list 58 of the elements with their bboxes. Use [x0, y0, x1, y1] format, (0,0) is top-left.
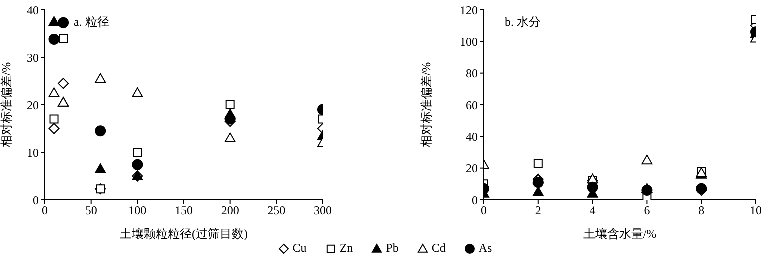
point: [534, 159, 543, 168]
point: [532, 186, 544, 196]
y-tick-label: 20: [27, 98, 39, 112]
x-tick-label: 0: [42, 204, 48, 218]
point: [95, 126, 106, 137]
x-axis-title: 土壤含水量/%: [583, 227, 657, 241]
y-tick-label: 0: [33, 193, 39, 208]
y-tick-label: 10: [27, 146, 39, 160]
x-tick-label: 2: [535, 204, 542, 218]
x-tick-label: 10: [750, 204, 762, 218]
point: [532, 177, 544, 188]
point: [132, 88, 144, 98]
x-tick-label: 8: [698, 204, 705, 218]
x-tick-label: 4: [590, 204, 596, 218]
legend-label: Cd: [432, 241, 446, 256]
legend-label: As: [478, 241, 492, 256]
y-tick-label: 120: [460, 3, 478, 18]
legend-label: Pb: [386, 241, 399, 256]
x-tick-label: 0: [481, 204, 487, 218]
point: [48, 16, 60, 26]
point: [587, 182, 598, 193]
point: [132, 159, 144, 170]
y-tick-label: 40: [466, 130, 478, 144]
y-axis-title: 相对标准偏差/%: [419, 62, 434, 148]
point: [48, 123, 60, 134]
point: [50, 114, 59, 124]
point: [58, 78, 70, 90]
point: [133, 148, 142, 157]
point: [642, 185, 653, 196]
point: [48, 34, 60, 45]
point: [224, 132, 236, 142]
legend-label: Zn: [340, 241, 354, 256]
chart-title: a. 粒径: [74, 14, 110, 31]
point: [48, 88, 60, 98]
point: [642, 154, 653, 165]
y-tick-label: 40: [27, 3, 39, 18]
point: [59, 34, 68, 43]
y-tick-label: 100: [460, 34, 478, 49]
x-tick-label: 250: [268, 204, 286, 218]
point: [224, 114, 236, 125]
text: b. 水分: [505, 14, 541, 31]
x-tick-label: 100: [128, 204, 147, 218]
point: [95, 73, 106, 84]
y-tick-label: 0: [472, 193, 478, 208]
y-tick-label: 60: [466, 98, 478, 112]
y-tick-label: 80: [466, 66, 478, 81]
x-tick-label: 300: [314, 204, 332, 218]
point: [226, 100, 235, 110]
x-tick-label: 200: [221, 204, 240, 218]
point: [95, 164, 106, 174]
y-axis-title: 相对标准偏差/%: [0, 62, 14, 148]
y-tick-label: 20: [466, 162, 478, 176]
point: [58, 17, 70, 28]
x-tick-label: 150: [175, 204, 193, 218]
y-tick-label: 30: [27, 50, 39, 65]
legend-label: Cu: [292, 241, 307, 256]
x-tick-label: 50: [85, 204, 98, 218]
x-tick-label: 6: [644, 204, 650, 218]
